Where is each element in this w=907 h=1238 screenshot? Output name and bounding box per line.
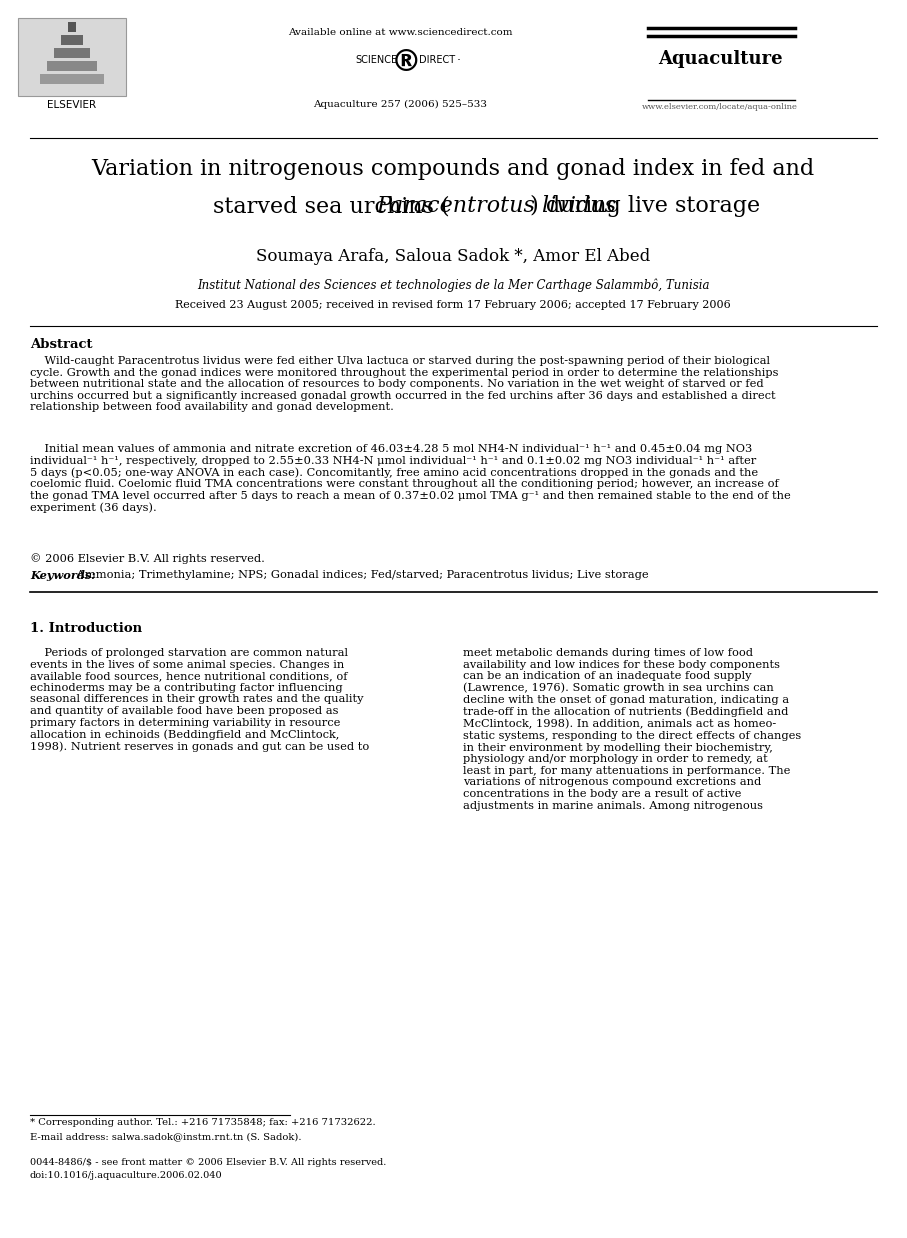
Text: © 2006 Elsevier B.V. All rights reserved.: © 2006 Elsevier B.V. All rights reserved… [30,553,265,563]
Text: Received 23 August 2005; received in revised form 17 February 2006; accepted 17 : Received 23 August 2005; received in rev… [175,300,731,310]
Text: Abstract: Abstract [30,338,93,352]
Text: 1. Introduction: 1. Introduction [30,621,142,635]
Text: www.elsevier.com/locate/aqua-online: www.elsevier.com/locate/aqua-online [642,103,798,111]
Bar [68,22,76,32]
Text: * Corresponding author. Tel.: +216 71735848; fax: +216 71732622.: * Corresponding author. Tel.: +216 71735… [30,1118,375,1127]
Text: 0044-8486/$ - see front matter © 2006 Elsevier B.V. All rights reserved.: 0044-8486/$ - see front matter © 2006 El… [30,1158,386,1167]
Bar [47,61,97,71]
Text: starved sea urchins (: starved sea urchins ( [212,196,449,217]
Bar [54,48,90,58]
Text: Aquaculture: Aquaculture [658,50,783,68]
Text: Aquaculture 257 (2006) 525–533: Aquaculture 257 (2006) 525–533 [313,100,487,109]
Text: ®: ® [391,48,422,77]
Text: Keywords:: Keywords: [30,569,95,581]
Text: Periods of prolonged starvation are common natural
events in the lives of some a: Periods of prolonged starvation are comm… [30,647,369,753]
Text: E-mail address: salwa.sadok@instm.rnt.tn (S. Sadok).: E-mail address: salwa.sadok@instm.rnt.tn… [30,1132,301,1141]
Text: meet metabolic demands during times of low food
availability and low indices for: meet metabolic demands during times of l… [463,647,801,811]
Text: Variation in nitrogenous compounds and gonad index in fed and: Variation in nitrogenous compounds and g… [92,158,814,180]
Text: Soumaya Arafa, Saloua Sadok *, Amor El Abed: Soumaya Arafa, Saloua Sadok *, Amor El A… [256,248,650,265]
Bar [18,19,126,97]
Text: Institut National des Sciences et technologies de la Mer Carthage Salammbô, Tuni: Institut National des Sciences et techno… [197,279,709,291]
Text: DIRECT: DIRECT [419,54,455,66]
Text: Paracentrotus lividus: Paracentrotus lividus [376,196,617,217]
Text: Initial mean values of ammonia and nitrate excretion of 46.03±4.28 5 mol NH4-N i: Initial mean values of ammonia and nitra… [30,444,791,514]
Text: ) during live storage: ) during live storage [530,196,760,217]
Text: Ammonia; Trimethylamine; NPS; Gonadal indices; Fed/starved; Paracentrotus lividu: Ammonia; Trimethylamine; NPS; Gonadal in… [73,569,649,579]
Bar [40,74,104,84]
Text: ·: · [457,54,461,67]
Text: doi:10.1016/j.aquaculture.2006.02.040: doi:10.1016/j.aquaculture.2006.02.040 [30,1171,222,1180]
Text: Wild-caught Paracentrotus lividus were fed either Ulva lactuca or starved during: Wild-caught Paracentrotus lividus were f… [30,357,778,412]
Text: SCIENCE: SCIENCE [355,54,397,66]
Text: Available online at www.sciencedirect.com: Available online at www.sciencedirect.co… [288,28,512,37]
Text: ELSEVIER: ELSEVIER [47,100,96,110]
Bar [61,35,83,45]
